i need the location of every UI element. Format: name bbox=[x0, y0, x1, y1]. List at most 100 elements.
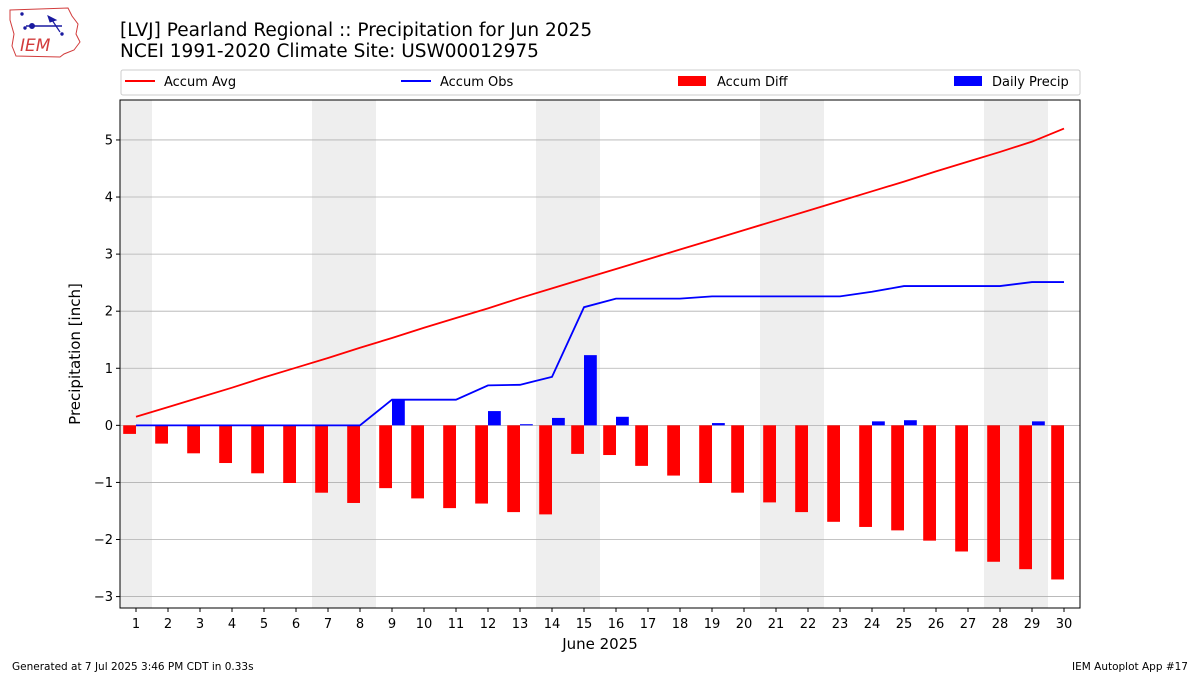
daily-precip-bar bbox=[488, 411, 501, 426]
x-tick-label: 1 bbox=[132, 617, 140, 632]
daily-precip-bar bbox=[552, 417, 565, 426]
legend-label-daily-precip: Daily Precip bbox=[992, 75, 1069, 90]
accum-diff-bar bbox=[731, 425, 744, 493]
x-tick-label: 19 bbox=[704, 617, 721, 632]
daily-precip-bar bbox=[584, 355, 597, 426]
legend-entry-accum-diff: Accum Diff bbox=[678, 75, 789, 90]
x-axis-label: June 2025 bbox=[561, 635, 638, 653]
accum-diff-bar bbox=[539, 425, 552, 515]
daily-precip-bar bbox=[712, 423, 725, 426]
x-tick-label: 24 bbox=[864, 617, 881, 632]
accum-diff-bar bbox=[955, 425, 968, 552]
x-tick-label: 27 bbox=[960, 617, 977, 632]
legend-label-accum-diff: Accum Diff bbox=[717, 75, 789, 90]
x-tick-label: 16 bbox=[608, 617, 625, 632]
accum-lines bbox=[135, 127, 1065, 427]
weekend-shading bbox=[120, 100, 1048, 608]
weekend-shade-band bbox=[536, 100, 600, 608]
x-axis: 1 2 3 4 5 6 7 8 9 10 11 12 13 14 15 16 17 18 19 20 21 22 23 24 2… bbox=[132, 608, 1072, 632]
daily-precip-bar bbox=[872, 421, 885, 426]
y-tick-label: 5 bbox=[105, 133, 113, 148]
x-tick-label: 25 bbox=[896, 617, 913, 632]
x-tick-label: 23 bbox=[832, 617, 849, 632]
x-tick-label: 10 bbox=[416, 617, 433, 632]
x-tick-label: 8 bbox=[356, 617, 364, 632]
y-tick-label: −2 bbox=[94, 533, 113, 548]
accum-diff-bar bbox=[1019, 425, 1032, 570]
footer-generated: Generated at 7 Jul 2025 3:46 PM CDT in 0… bbox=[12, 661, 254, 673]
accum-diff-bar bbox=[219, 425, 232, 464]
chart-title-line1: [LVJ] Pearland Regional :: Precipitation… bbox=[120, 20, 592, 41]
daily-precip-bar bbox=[904, 420, 917, 426]
daily-precip-bar bbox=[616, 416, 629, 426]
accum-diff-bar bbox=[123, 425, 136, 434]
x-tick-label: 15 bbox=[576, 617, 593, 632]
x-tick-label: 7 bbox=[324, 617, 332, 632]
x-tick-label: 14 bbox=[544, 617, 561, 632]
accum-diff-bars bbox=[123, 425, 1064, 580]
x-tick-label: 13 bbox=[512, 617, 529, 632]
accum-diff-bar bbox=[891, 425, 904, 531]
legend-entry-daily-precip: Daily Precip bbox=[954, 75, 1069, 90]
x-tick-label: 18 bbox=[672, 617, 689, 632]
accum-diff-bar bbox=[571, 425, 584, 454]
x-tick-label: 17 bbox=[640, 617, 657, 632]
accum-diff-bar bbox=[379, 425, 392, 489]
weekend-shade-band bbox=[120, 100, 152, 608]
legend-entry-accum-obs: Accum Obs bbox=[401, 75, 513, 90]
legend-label-accum-avg: Accum Avg bbox=[164, 75, 236, 90]
legend: Accum Avg Accum Obs Accum Diff Daily Pre… bbox=[120, 69, 1081, 96]
accum-diff-bar bbox=[251, 425, 264, 474]
accum-diff-bar bbox=[315, 425, 328, 493]
legend-entry-accum-avg: Accum Avg bbox=[125, 75, 236, 90]
x-tick-label: 22 bbox=[800, 617, 817, 632]
accum-diff-bar bbox=[475, 425, 488, 504]
accum-diff-bar bbox=[699, 425, 712, 483]
horizontal-gridlines bbox=[120, 139, 1080, 597]
x-tick-label: 4 bbox=[228, 617, 236, 632]
accum-diff-bar bbox=[603, 425, 616, 456]
x-tick-label: 30 bbox=[1056, 617, 1073, 632]
x-tick-label: 6 bbox=[292, 617, 300, 632]
y-tick-label: −3 bbox=[94, 590, 113, 605]
x-tick-label: 11 bbox=[448, 617, 465, 632]
y-tick-label: 2 bbox=[105, 305, 113, 320]
x-tick-label: 5 bbox=[260, 617, 268, 632]
x-tick-label: 29 bbox=[1024, 617, 1041, 632]
legend-label-accum-obs: Accum Obs bbox=[440, 75, 513, 90]
accum-diff-bar bbox=[187, 425, 200, 454]
accum-diff-bar bbox=[795, 425, 808, 513]
accum-diff-bar bbox=[635, 425, 648, 466]
footer-app: IEM Autoplot App #17 bbox=[1072, 661, 1188, 673]
accum-avg-line bbox=[135, 127, 1065, 418]
plot-frame bbox=[119, 99, 1081, 609]
chart-title-line2: NCEI 1991-2020 Climate Site: USW00012975 bbox=[120, 41, 539, 62]
accum-diff-bar bbox=[347, 425, 360, 503]
x-tick-label: 28 bbox=[992, 617, 1009, 632]
y-tick-label: −1 bbox=[94, 476, 113, 491]
y-tick-label: 4 bbox=[105, 191, 113, 206]
y-tick-label: 1 bbox=[105, 362, 113, 377]
iem-logo: IEM bbox=[9, 7, 81, 58]
iem-logo-text: IEM bbox=[20, 36, 51, 56]
daily-precip-bar bbox=[392, 399, 405, 426]
iowa-map-outline bbox=[9, 7, 81, 58]
x-tick-label: 3 bbox=[196, 617, 204, 632]
accum-diff-bar bbox=[763, 425, 776, 503]
weather-station-icon bbox=[20, 12, 64, 36]
accum-diff-bar bbox=[155, 425, 168, 444]
y-axis-label: Precipitation [inch] bbox=[66, 283, 84, 425]
accum-diff-bar bbox=[507, 425, 520, 513]
y-axis: −3 −2 −1 0 1 2 3 4 5 bbox=[94, 133, 120, 605]
x-tick-label: 21 bbox=[768, 617, 785, 632]
accum-diff-bar bbox=[443, 425, 456, 509]
accum-diff-bar bbox=[283, 425, 296, 483]
accum-obs-line bbox=[136, 281, 1064, 427]
accum-diff-bar bbox=[1051, 425, 1064, 580]
daily-precip-bars bbox=[136, 355, 1077, 426]
y-tick-label: 3 bbox=[105, 248, 113, 263]
weekend-shade-band bbox=[760, 100, 824, 608]
daily-precip-bar bbox=[1032, 421, 1045, 426]
accum-diff-bar bbox=[923, 425, 936, 541]
